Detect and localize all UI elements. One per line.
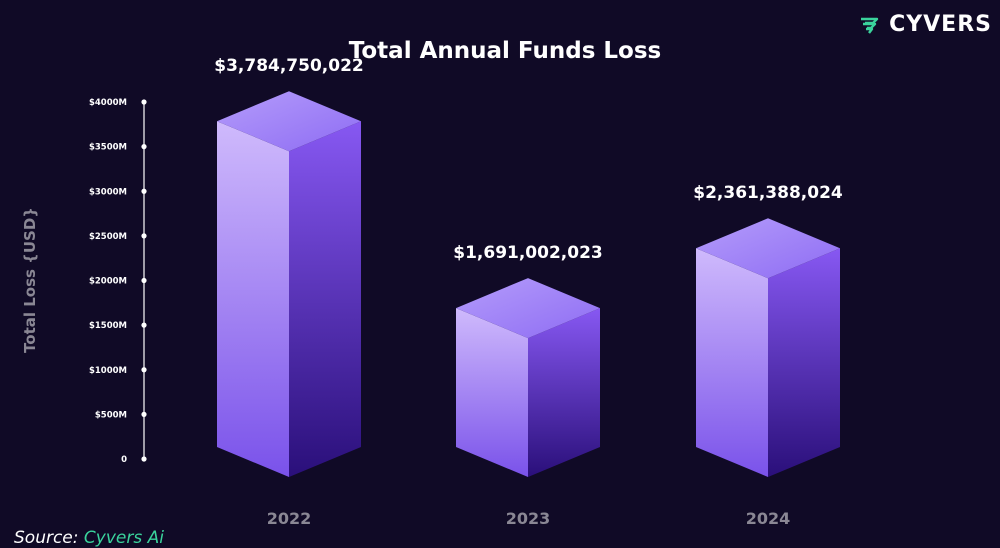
y-axis-label: Total Loss {USD} — [21, 207, 39, 353]
y-tick-label: $2000M — [89, 277, 127, 287]
y-tick-dot — [141, 233, 147, 239]
source-link[interactable]: Cyvers Ai — [83, 528, 164, 548]
y-tick-dot — [141, 411, 147, 417]
bar-top-face — [217, 91, 361, 152]
y-tick-label: 0 — [121, 455, 127, 465]
x-tick-label: 2023 — [506, 509, 551, 528]
bar-side-face — [289, 121, 361, 477]
bar-2023: $1,691,002,023 2023 — [453, 243, 603, 528]
y-tick-label: $1500M — [89, 321, 127, 331]
brand-name: CYVERS — [889, 12, 992, 37]
cyvers-logo-icon — [861, 17, 879, 34]
bar-2022: $3,784,750,022 2022 — [214, 56, 364, 528]
bar-front-face — [456, 308, 528, 477]
bar-value-label: $2,361,388,024 — [693, 183, 843, 203]
y-tick-label: $3000M — [89, 187, 127, 197]
y-tick-dot — [141, 188, 147, 194]
y-tick-dot — [141, 277, 147, 284]
source-note: Source: Cyvers Ai — [14, 528, 164, 548]
y-axis: 0 $500M $1000M $1500M $2000M $2500M $3000M $350… — [89, 98, 147, 465]
y-tick-label: $4000M — [89, 98, 127, 108]
bar-front-face — [696, 248, 768, 477]
y-tick-label: $2500M — [89, 232, 127, 242]
y-tick-dot — [141, 456, 147, 462]
y-tick-dot — [141, 144, 147, 150]
y-tick-dot — [141, 99, 147, 105]
bar-top-face — [696, 218, 840, 279]
y-tick-label: $500M — [95, 410, 127, 420]
bar-side-face — [768, 248, 840, 477]
x-tick-label: 2024 — [746, 509, 791, 528]
y-tick-dot — [141, 322, 147, 328]
bar-value-label: $3,784,750,022 — [214, 56, 364, 76]
y-tick-dot — [141, 367, 147, 373]
bars: $3,784,750,022 2022 $1,691,002,023 2023 $2,3… — [214, 56, 843, 528]
bar-front-face — [217, 121, 289, 477]
chart-title: Total Annual Funds Loss — [348, 38, 662, 64]
x-tick-label: 2022 — [267, 509, 312, 528]
source-prefix: Source: — [14, 528, 79, 548]
bar-side-face — [528, 308, 600, 477]
bar-value-label: $1,691,002,023 — [453, 243, 603, 263]
bar-top-face — [456, 278, 600, 339]
bar-2024: $2,361,388,024 2024 — [693, 183, 843, 528]
brand-logo: CYVERS — [859, 12, 992, 37]
y-tick-label: $3500M — [89, 143, 127, 153]
y-tick-label: $1000M — [89, 366, 127, 376]
